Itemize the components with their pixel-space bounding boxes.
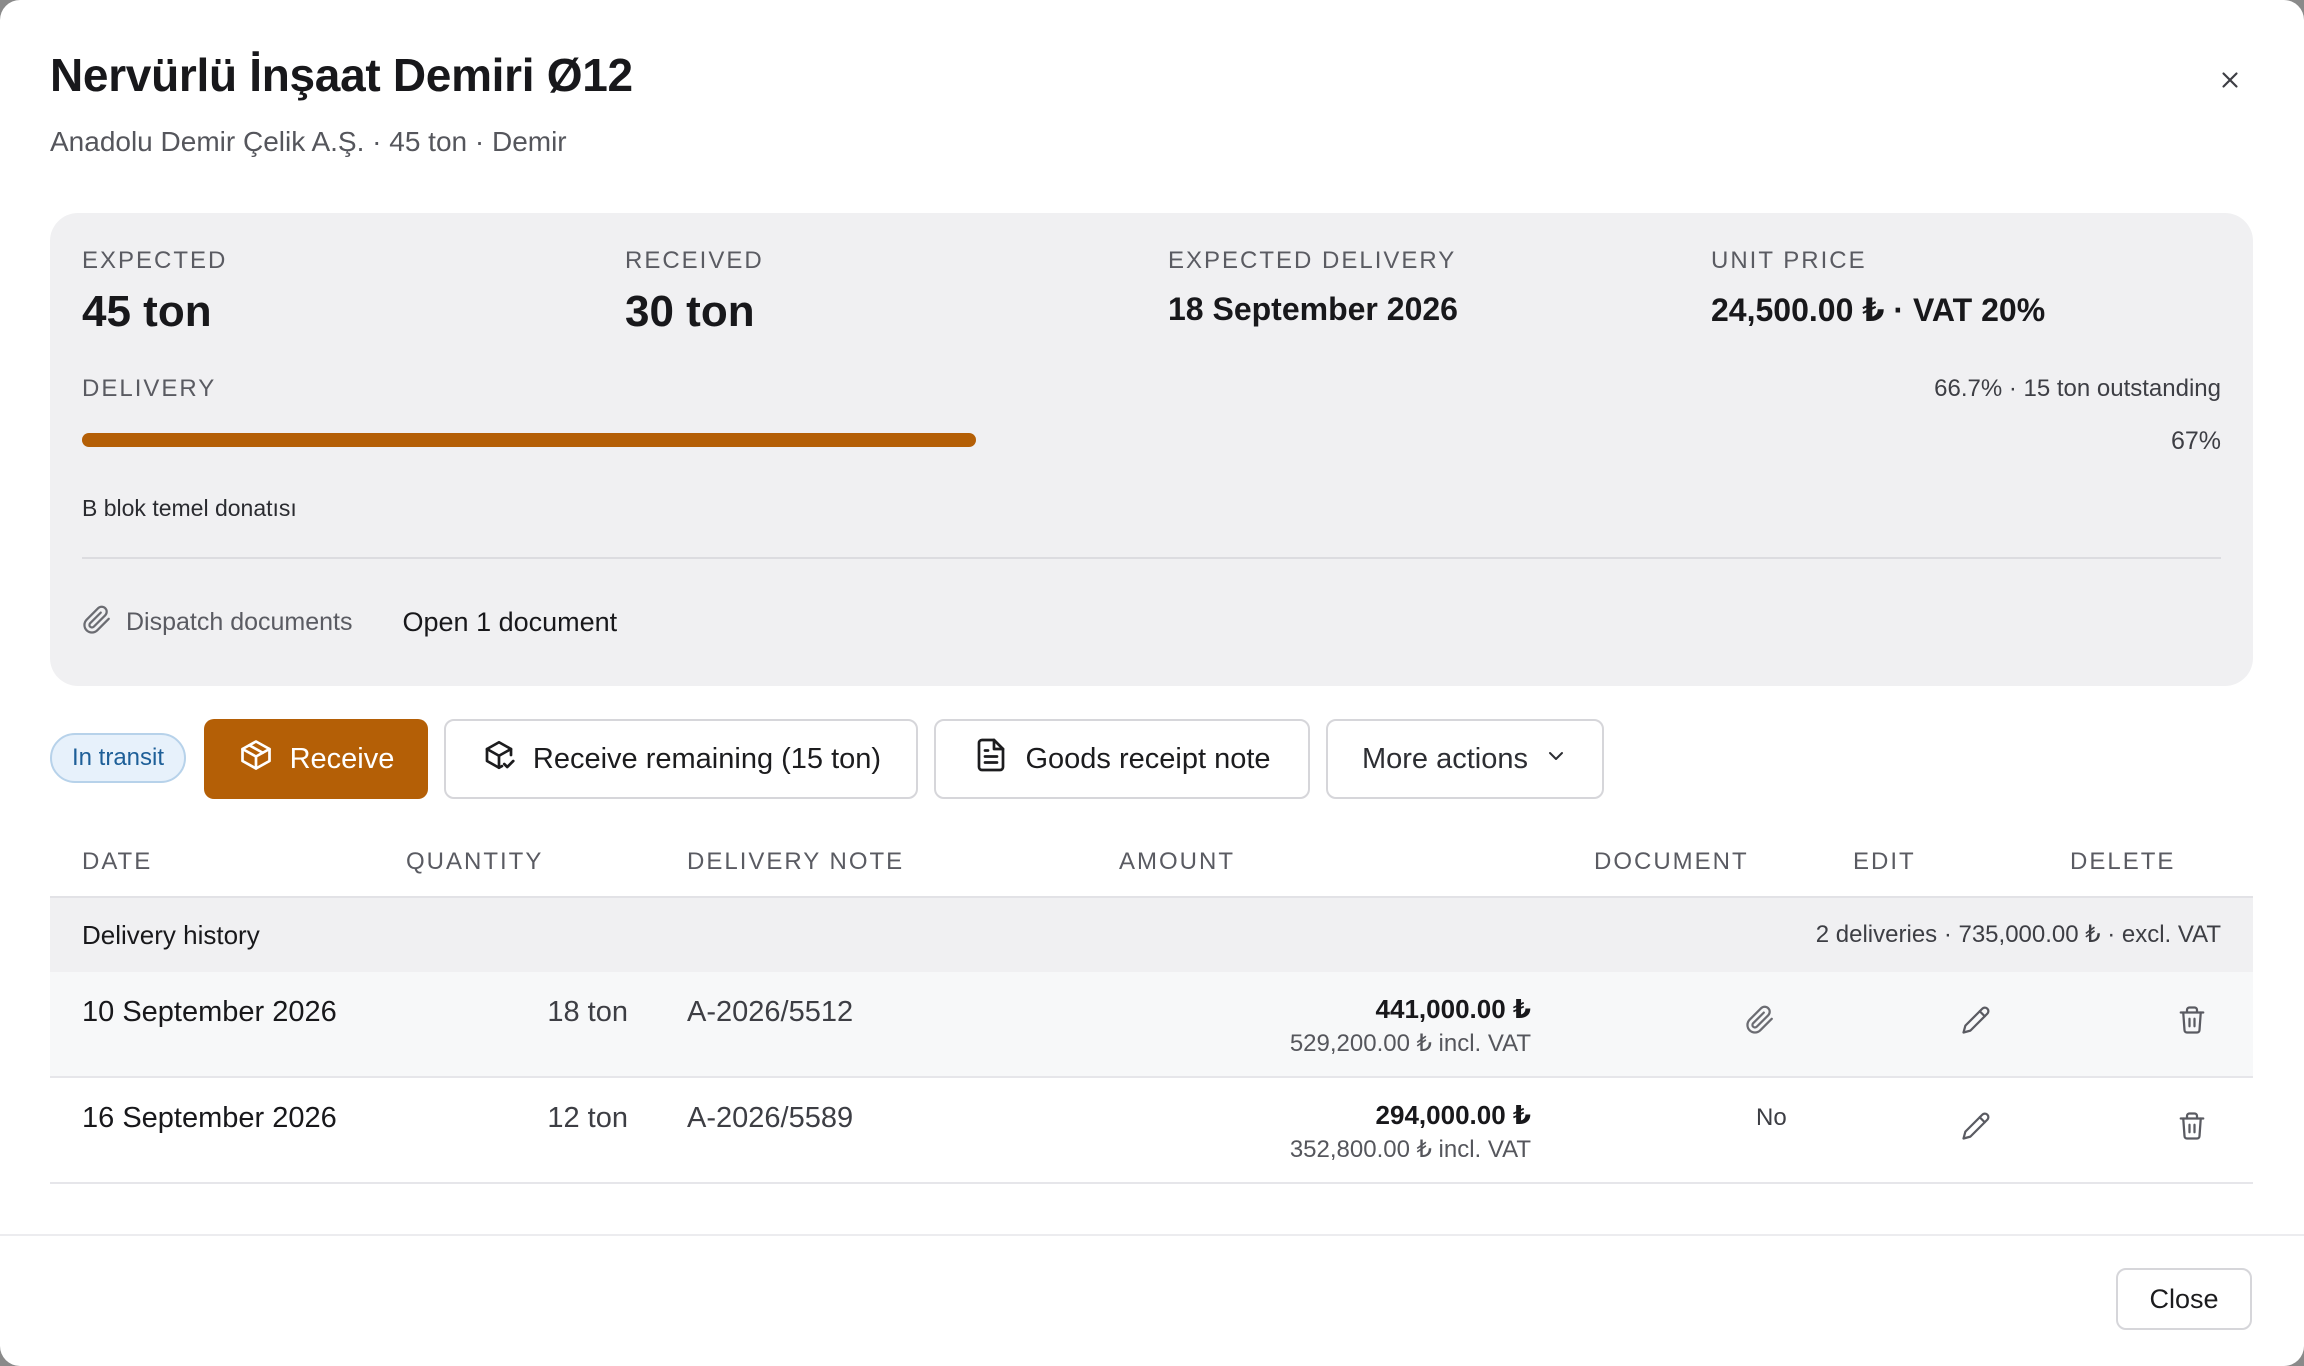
delivery-progress-fill: [82, 433, 977, 447]
amount-excl-vat: 294,000.00 ₺: [1375, 1100, 1531, 1130]
amount-incl-vat: 529,200.00 ₺ incl. VAT: [1289, 1030, 1531, 1057]
page-subtitle: Anadolu Demir Çelik A.Ş. · 45 ton · Demi…: [50, 126, 567, 157]
stat-value: 30 ton: [625, 287, 755, 336]
stat-label: RECEIVED: [625, 247, 764, 274]
cell-delivery-note: A-2026/5589: [687, 1102, 854, 1134]
stat-expected: EXPECTED 45 ton: [82, 247, 227, 337]
pencil-icon[interactable]: [1956, 1000, 1996, 1040]
more-actions-dropdown[interactable]: More actions: [1326, 719, 1604, 799]
group-summary: 2 deliveries · 735,000.00 ₺ · excl. VAT: [1815, 921, 2221, 948]
column-header-date: DATE: [82, 848, 153, 875]
delivery-table: DATE QUANTITY DELIVERY NOTE AMOUNT DOCUM…: [50, 836, 2253, 1184]
cell-amount: 294,000.00 ₺ 352,800.00 ₺ incl. VAT: [1290, 1100, 1531, 1164]
stat-label: EXPECTED: [82, 247, 228, 274]
package-check-icon: [481, 737, 517, 781]
open-document-link[interactable]: Open 1 document: [402, 607, 618, 637]
amount-excl-vat: 441,000.00 ₺: [1375, 994, 1531, 1024]
package-icon: [238, 737, 274, 781]
stat-value: 24,500.00 ₺ · VAT 20%: [1711, 292, 2046, 328]
stat-label: EXPECTED DELIVERY: [1168, 247, 1457, 274]
stat-received: RECEIVED 30 ton: [625, 247, 764, 337]
receive-button[interactable]: Receive: [204, 719, 428, 799]
group-title: Delivery history: [82, 920, 260, 950]
stat-unit-price: UNIT PRICE 24,500.00 ₺ · VAT 20%: [1711, 247, 2045, 329]
pencil-icon[interactable]: [1956, 1106, 1996, 1146]
stat-label: UNIT PRICE: [1711, 247, 1867, 274]
close-button[interactable]: Close: [2116, 1268, 2252, 1330]
table-row: 10 September 2026 18 ton A-2026/5512 441…: [50, 972, 2253, 1078]
table-header: DATE QUANTITY DELIVERY NOTE AMOUNT DOCUM…: [50, 836, 2253, 898]
goods-receipt-note-button[interactable]: Goods receipt note: [934, 719, 1310, 799]
cell-delivery-note: A-2026/5512: [687, 996, 854, 1028]
cell-quantity: 12 ton: [547, 1102, 628, 1134]
delivery-label: DELIVERY: [82, 375, 217, 402]
divider: [82, 557, 2221, 559]
document-icon: [973, 737, 1009, 781]
column-header-delivery-note: DELIVERY NOTE: [687, 848, 905, 875]
summary-panel: EXPECTED 45 ton RECEIVED 30 ton EXPECTED…: [50, 213, 2253, 686]
receive-button-label: Receive: [289, 742, 395, 775]
column-header-document: DOCUMENT: [1594, 848, 1749, 875]
column-header-quantity: QUANTITY: [406, 848, 544, 875]
dispatch-documents-row: Dispatch documents Open 1 document: [82, 605, 617, 640]
receive-remaining-label: Receive remaining (15 ton): [532, 742, 882, 775]
cell-amount: 441,000.00 ₺ 529,200.00 ₺ incl. VAT: [1290, 994, 1531, 1058]
delivery-percent: 67%: [2170, 427, 2221, 455]
close-icon[interactable]: [2210, 60, 2250, 100]
paperclip-icon: [82, 605, 112, 640]
status-badge: In transit: [50, 733, 186, 783]
delivery-progress-bar: [82, 433, 1423, 447]
column-header-amount: AMOUNT: [1119, 848, 1235, 875]
column-header-delete: DELETE: [2070, 848, 2176, 875]
trash-icon[interactable]: [2172, 1106, 2212, 1146]
stat-value: 18 September 2026: [1168, 291, 1458, 327]
cell-date: 10 September 2026: [82, 996, 337, 1028]
dispatch-documents-label: Dispatch documents: [126, 608, 353, 636]
stat-value: 45 ton: [82, 287, 212, 336]
page-title: Nervürlü İnşaat Demiri Ø12: [50, 49, 633, 101]
cell-document-status: No: [1756, 1104, 1787, 1131]
cell-date: 16 September 2026: [82, 1102, 337, 1134]
footer-divider: [0, 1234, 2304, 1236]
trash-icon[interactable]: [2172, 1000, 2212, 1040]
paperclip-icon[interactable]: [1740, 1000, 1780, 1040]
column-header-edit: EDIT: [1853, 848, 1916, 875]
more-actions-label: More actions: [1361, 742, 1528, 775]
stat-expected-delivery: EXPECTED DELIVERY 18 September 2026: [1168, 247, 1458, 328]
cell-quantity: 18 ton: [547, 996, 628, 1028]
item-note: B blok temel donatısı: [82, 495, 297, 521]
amount-incl-vat: 352,800.00 ₺ incl. VAT: [1289, 1136, 1531, 1163]
group-row: Delivery history 2 deliveries · 735,000.…: [50, 898, 2253, 972]
delivery-outstanding: 66.7% · 15 ton outstanding: [1934, 375, 2221, 402]
goods-receipt-note-label: Goods receipt note: [1025, 742, 1271, 775]
receive-remaining-button[interactable]: Receive remaining (15 ton): [444, 719, 918, 799]
chevron-down-icon: [1544, 743, 1568, 776]
table-row: 16 September 2026 12 ton A-2026/5589 294…: [50, 1078, 2253, 1184]
